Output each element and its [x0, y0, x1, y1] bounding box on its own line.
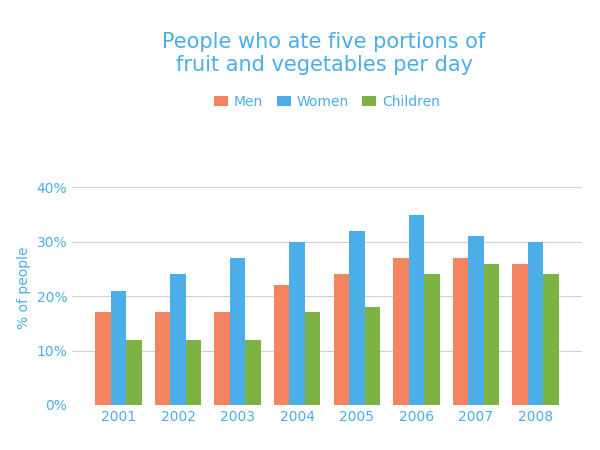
Bar [512, 264, 528, 405]
Bar [95, 312, 110, 405]
Bar [305, 312, 320, 405]
Bar [544, 274, 559, 405]
Bar [334, 274, 349, 405]
Bar [468, 236, 484, 405]
Text: People who ate five portions of
fruit and vegetables per day: People who ate five portions of fruit an… [163, 32, 485, 75]
Bar [453, 258, 468, 405]
Legend: Men, Women, Children: Men, Women, Children [209, 89, 445, 114]
Bar [349, 231, 365, 405]
Bar [245, 340, 261, 405]
Bar [484, 264, 499, 405]
Bar [274, 285, 289, 405]
Bar [126, 340, 142, 405]
Bar [289, 242, 305, 405]
Bar [110, 291, 126, 405]
Y-axis label: % of people: % of people [17, 247, 31, 329]
Bar [230, 258, 245, 405]
Bar [409, 215, 424, 405]
Bar [365, 307, 380, 405]
Bar [186, 340, 201, 405]
Bar [528, 242, 544, 405]
Bar [424, 274, 440, 405]
Bar [214, 312, 230, 405]
Bar [155, 312, 170, 405]
Bar [393, 258, 409, 405]
Bar [170, 274, 186, 405]
